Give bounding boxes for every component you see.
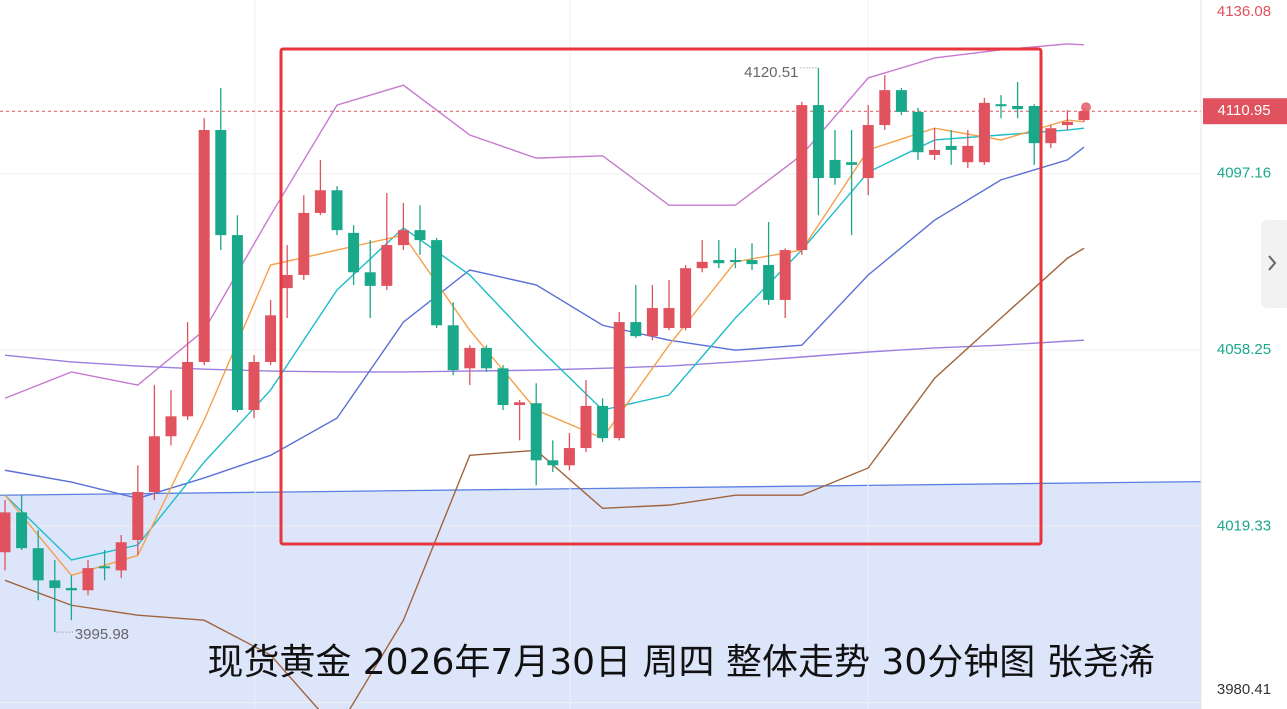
candle-body <box>1045 128 1057 144</box>
candle-body <box>198 130 210 362</box>
candle-body <box>530 403 542 461</box>
candle-body <box>99 566 111 569</box>
candle-body <box>646 308 658 337</box>
candle-body <box>879 90 891 126</box>
candle-body <box>912 111 924 153</box>
indicator-line <box>4 43 1085 399</box>
candle-body <box>1078 111 1090 121</box>
candle-body <box>895 90 907 112</box>
candle-body <box>962 145 974 163</box>
candle-body <box>779 250 791 300</box>
candle-body <box>148 436 160 492</box>
candle-body <box>696 261 708 269</box>
candle-body <box>846 162 858 165</box>
y-tick-label: 4097.16 <box>1217 165 1271 182</box>
indicator-line <box>4 146 1085 500</box>
candle-body <box>49 580 61 589</box>
indicator-line <box>4 339 1085 373</box>
y-tick-label: 4058.25 <box>1217 341 1271 358</box>
candle-body <box>630 322 642 337</box>
axis: 4136.08 4097.16 4058.25 4019.33 3980.41 4110.… <box>1203 3 1287 698</box>
candle-body <box>763 265 775 300</box>
candle-body <box>580 405 592 449</box>
candle-body <box>298 212 310 275</box>
candle-body <box>381 245 393 286</box>
chevron-icon <box>1268 255 1277 271</box>
chart-title: 现货黄金 2026年7月30日 周四 整体走势 30分钟图 张尧浠 <box>207 642 1154 683</box>
highlight-box <box>279 47 1043 546</box>
candle-body <box>464 347 476 369</box>
candle-body <box>65 588 77 591</box>
y-tick-label: 4019.33 <box>1217 517 1271 534</box>
candle-body <box>746 260 758 265</box>
indicator-line <box>4 247 1085 709</box>
candle-body <box>597 405 609 439</box>
candle-body <box>1028 106 1040 144</box>
candle-body <box>115 542 127 571</box>
candle-body <box>16 512 28 549</box>
support-area <box>0 481 1201 709</box>
candle-body <box>829 159 841 179</box>
candle-body <box>995 104 1007 107</box>
candle-body <box>215 130 227 236</box>
plot: 4120.51 3995.98 <box>0 43 1201 709</box>
y-tick-label: 3980.41 <box>1217 681 1271 698</box>
candle-body <box>796 105 808 251</box>
candle-body <box>182 361 194 417</box>
support-line <box>0 480 1202 496</box>
candle-body <box>348 232 360 273</box>
candle-body <box>978 102 990 163</box>
candle-body <box>132 491 144 541</box>
candle-body <box>248 361 260 410</box>
candle-body <box>32 548 44 581</box>
candle-body <box>0 512 11 553</box>
candle-body <box>613 322 625 439</box>
candle-body <box>431 240 443 326</box>
candle-body <box>929 149 941 155</box>
candle-body <box>862 125 874 179</box>
candle-body <box>314 190 326 213</box>
high-label: 4120.51 <box>744 64 798 81</box>
candle-body <box>729 260 741 263</box>
candle-body <box>281 274 293 289</box>
candle-body <box>480 347 492 369</box>
background <box>0 173 1202 709</box>
candle-body <box>812 105 824 179</box>
candle-body <box>680 268 692 328</box>
candle-body <box>945 145 957 150</box>
candle-body <box>1012 106 1024 110</box>
candle-body <box>265 315 277 362</box>
candle-body <box>447 325 459 371</box>
candle-body <box>331 190 343 231</box>
candle-body <box>663 308 675 328</box>
y-tick-label: 4136.08 <box>1217 3 1271 20</box>
candle-body <box>1061 121 1073 126</box>
candle-body <box>364 272 376 286</box>
low-label: 3995.98 <box>75 626 129 643</box>
current-dot <box>1081 102 1091 113</box>
candle-body <box>82 568 94 591</box>
candle-body <box>497 368 509 406</box>
indicator-line <box>4 119 1085 577</box>
candle-body <box>414 230 426 241</box>
candle-body <box>514 402 526 406</box>
price-tag-label: 4110.95 <box>1217 102 1270 119</box>
indicator-line <box>4 127 1085 561</box>
candle-body <box>231 235 243 410</box>
candle-body <box>397 230 409 246</box>
candle-body <box>563 448 575 466</box>
price-tag <box>1203 98 1287 125</box>
candle-body <box>547 460 559 466</box>
candle-body <box>713 260 725 264</box>
candle-body <box>165 416 177 437</box>
